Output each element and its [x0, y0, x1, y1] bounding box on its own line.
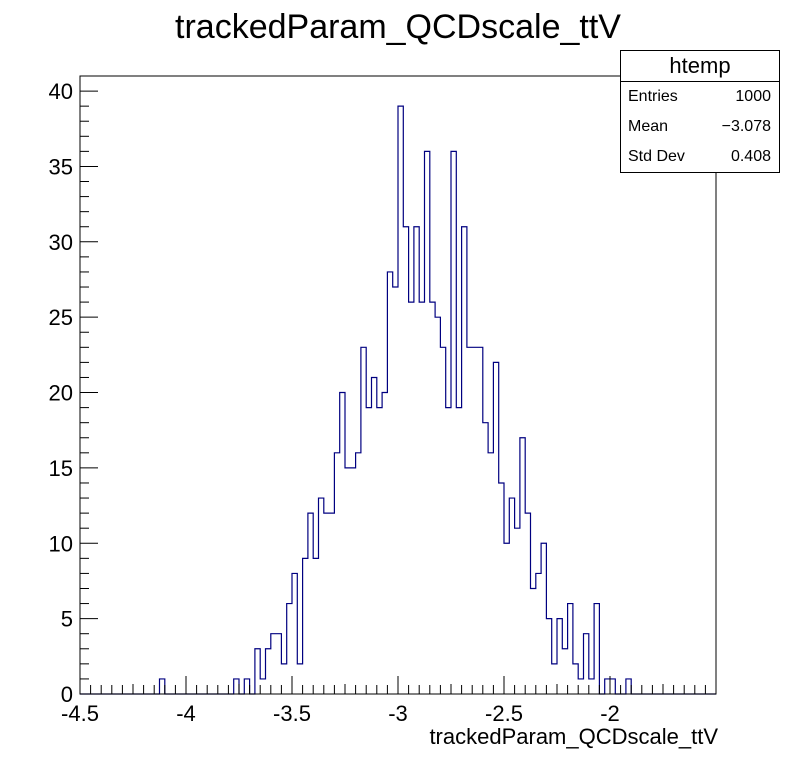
x-tick-label: -3.5: [273, 701, 311, 726]
y-tick-label: 20: [49, 381, 73, 406]
stats-box: htemp Entries 1000 Mean −3.078 Std Dev 0…: [620, 50, 780, 173]
stats-stddev-value: 0.408: [730, 148, 771, 165]
stats-stddev-label: Std Dev: [628, 148, 685, 165]
stats-mean-label: Mean: [628, 118, 669, 135]
y-tick-label: 10: [49, 531, 73, 556]
x-tick-label: -4: [176, 701, 196, 726]
x-tick-label: -3: [388, 701, 408, 726]
stats-row-entries: Entries 1000: [621, 82, 779, 112]
stats-mean-value: −3.078: [721, 118, 771, 135]
chart-title: trackedParam_QCDscale_ttV: [175, 8, 621, 46]
y-tick-label: 0: [61, 682, 73, 707]
x-axis-label: trackedParam_QCDscale_ttV: [429, 724, 718, 749]
stats-entries-label: Entries: [628, 88, 678, 105]
x-tick-label: -2.5: [485, 701, 523, 726]
y-tick-label: 15: [49, 456, 73, 481]
stats-row-mean: Mean −3.078: [621, 112, 779, 142]
histogram-outline: [80, 105, 716, 695]
y-tick-label: 35: [49, 154, 73, 179]
stats-row-stddev: Std Dev 0.408: [621, 142, 779, 172]
stats-entries-value: 1000: [735, 88, 771, 105]
x-tick-label: -4.5: [61, 701, 99, 726]
y-tick-label: 30: [49, 230, 73, 255]
stats-title: htemp: [621, 51, 779, 82]
y-tick-label: 25: [49, 305, 73, 330]
x-tick-label: -2: [600, 701, 620, 726]
y-tick-label: 5: [61, 607, 73, 632]
y-tick-label: 40: [49, 79, 73, 104]
